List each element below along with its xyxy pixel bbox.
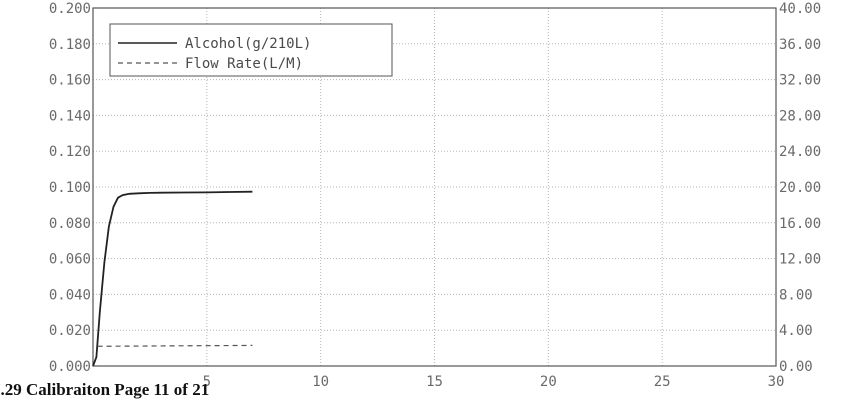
series-line-alcohol	[92, 190, 253, 367]
right-tick-label: 32.00	[779, 73, 821, 89]
right-tick-label: 8.00	[779, 287, 813, 303]
left-tick-label: 0.160	[49, 73, 91, 89]
right-tick-label: 12.00	[779, 252, 821, 268]
legend-box	[109, 23, 393, 77]
x-tick-label: 10	[312, 374, 329, 390]
right-tick-label: 0.00	[779, 359, 813, 375]
left-tick-label: 0.180	[49, 37, 91, 53]
left-tick-label: 0.060	[49, 252, 91, 268]
x-tick-label: 20	[540, 374, 557, 390]
right-tick-label: 4.00	[779, 323, 813, 339]
left-tick-label: 0.000	[49, 359, 91, 375]
x-tick-label: 5	[203, 374, 211, 390]
series-layer	[92, 190, 253, 367]
right-axis-ticks: 0.00 4.00 8.00 12.00 16.00 20.00 24.00 28.00 32.…	[779, 1, 821, 375]
x-tick-label: 25	[654, 374, 671, 390]
legend-label-flow-rate: Flow Rate(L/M)	[185, 56, 303, 72]
legend-label-alcohol: Alcohol(g/210L)	[185, 36, 311, 52]
left-tick-label: 0.200	[49, 1, 91, 17]
x-axis-ticks: 5 10 15 20 25 30	[203, 374, 785, 390]
left-tick-label: 0.080	[49, 216, 91, 232]
right-tick-label: 36.00	[779, 37, 821, 53]
left-tick-label: 0.020	[49, 323, 91, 339]
right-tick-label: 40.00	[779, 1, 821, 17]
left-tick-label: 0.140	[49, 108, 91, 124]
x-tick-label: 30	[768, 374, 785, 390]
right-tick-label: 24.00	[779, 144, 821, 160]
left-tick-label: 0.100	[49, 180, 91, 196]
right-tick-label: 20.00	[779, 180, 821, 196]
right-tick-label: 28.00	[779, 108, 821, 124]
left-tick-label: 0.040	[49, 287, 91, 303]
x-tick-label: 15	[426, 374, 443, 390]
legend: Alcohol(g/210L) Flow Rate(L/M)	[109, 23, 393, 77]
plot-frame	[92, 7, 777, 367]
right-tick-label: 16.00	[779, 216, 821, 232]
page-footer: 7.29 Calibraiton Page 11 of 21	[0, 380, 210, 399]
left-axis-ticks: 0.000 0.020 0.040 0.060 0.080 0.100 0.120 0.140…	[49, 1, 91, 375]
left-tick-label: 0.120	[49, 144, 91, 160]
series-line-flow-rate	[97, 344, 253, 347]
